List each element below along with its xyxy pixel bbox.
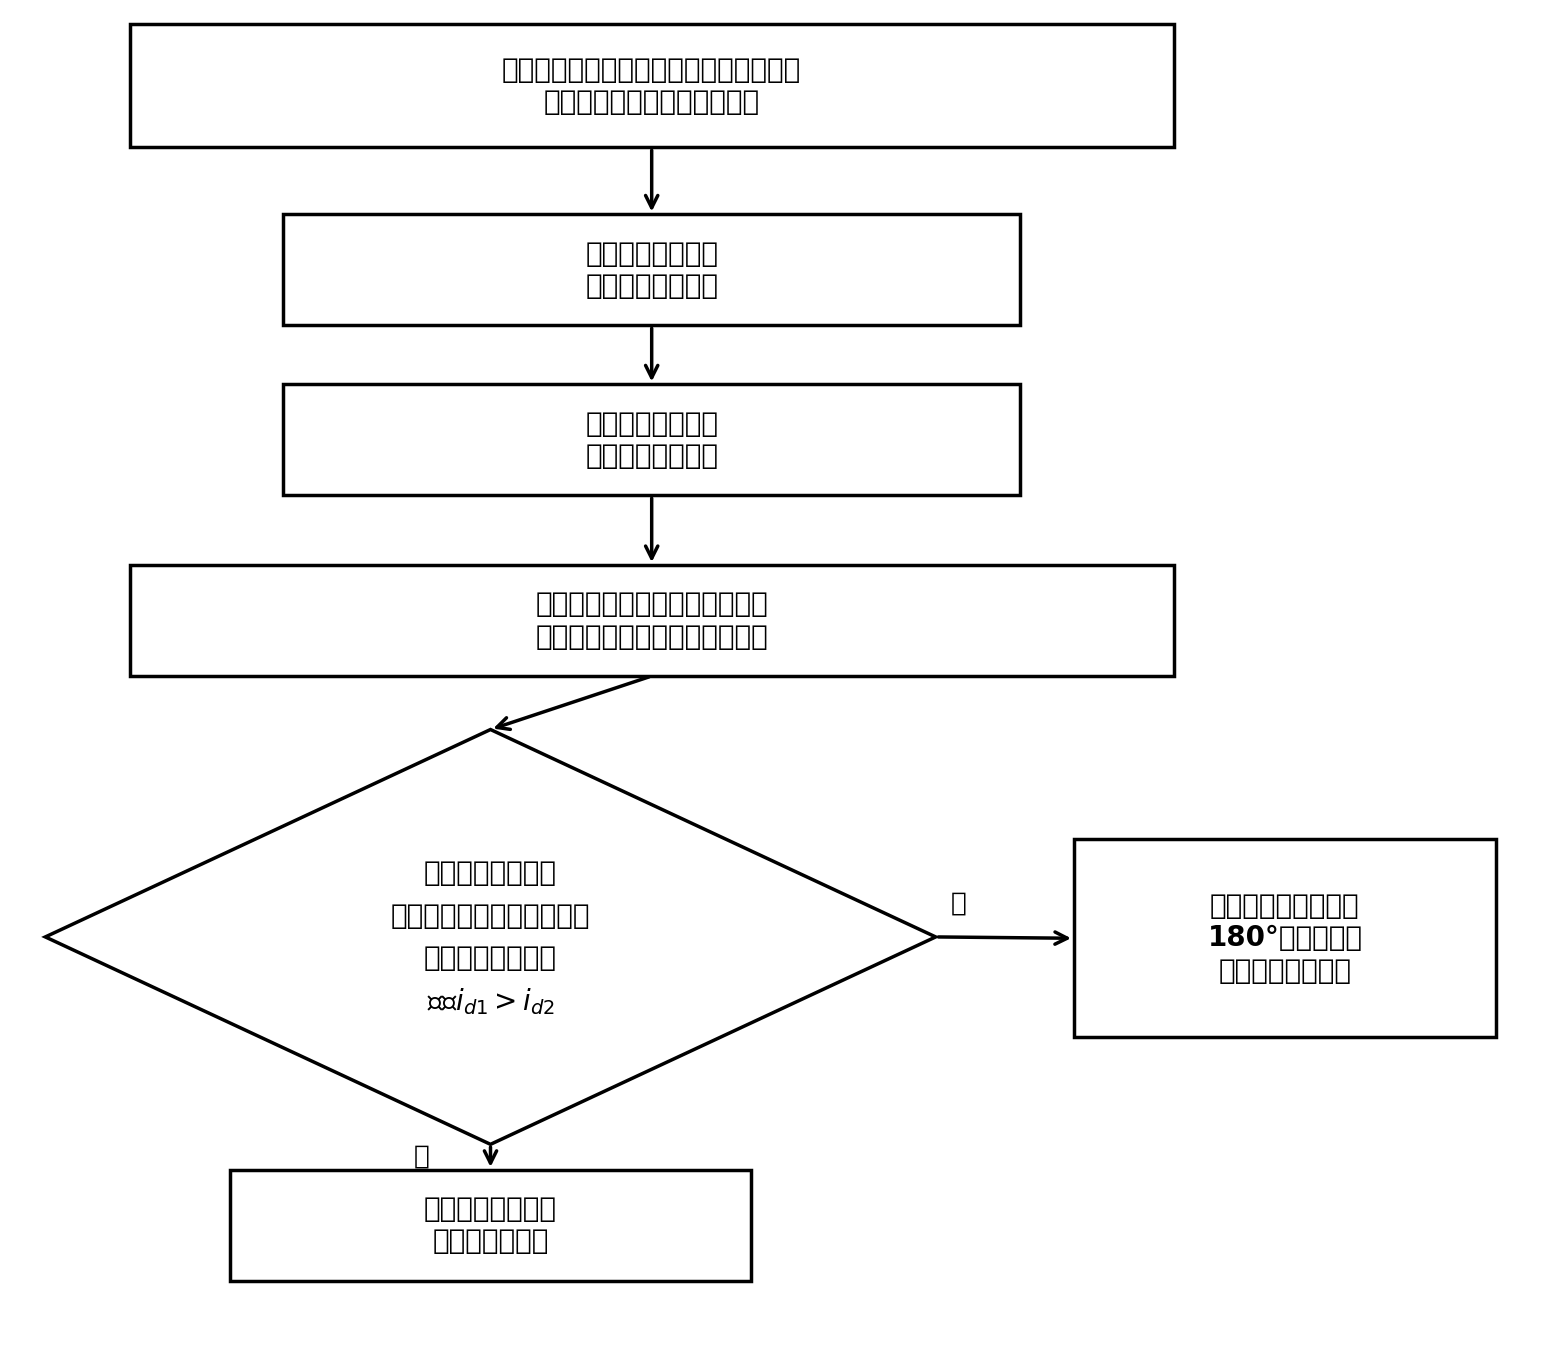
- Text: 高频注入，角度递增扫描，提取高频电流
幅值曲线，验证电机凸极效应: 高频注入，角度递增扫描，提取高频电流 幅值曲线，验证电机凸极效应: [502, 55, 801, 116]
- Text: 是: 是: [414, 1144, 429, 1169]
- Text: 存在$i_{d1}>i_{d2}$: 存在$i_{d1}>i_{d2}$: [426, 986, 555, 1017]
- Text: 固定注入电压幅值
选取注入电压频率: 固定注入电压幅值 选取注入电压频率: [586, 410, 719, 470]
- Text: 固定注入电压频率
选取注入电压幅值: 固定注入电压频率 选取注入电压幅值: [586, 239, 719, 300]
- Text: 第一个峰值位置即
为转子初始位置: 第一个峰值位置即 为转子初始位置: [424, 1195, 558, 1256]
- Bar: [1073, 840, 1496, 1037]
- Polygon shape: [45, 730, 936, 1144]
- Bar: [130, 565, 1174, 676]
- Bar: [283, 215, 1021, 326]
- Text: 否: 否: [951, 891, 967, 917]
- Text: 极性判断，注入恒定脉冲，: 极性判断，注入恒定脉冲，: [390, 902, 590, 930]
- Bar: [130, 24, 1174, 147]
- Bar: [229, 1169, 751, 1280]
- Bar: [283, 384, 1021, 495]
- Text: 高频注入，角度优化扫描，提取
高频电流幅值曲线一个峰值位置: 高频注入，角度优化扫描，提取 高频电流幅值曲线一个峰值位置: [536, 591, 768, 650]
- Text: 第一个峰值位置加减
180°（电角度）
即为转子初始位置: 第一个峰值位置加减 180°（电角度） 即为转子初始位置: [1207, 892, 1363, 984]
- Text: 两个峰值位置进行: 两个峰值位置进行: [424, 859, 558, 887]
- Text: 考察电流响应是否: 考察电流响应是否: [424, 944, 558, 972]
